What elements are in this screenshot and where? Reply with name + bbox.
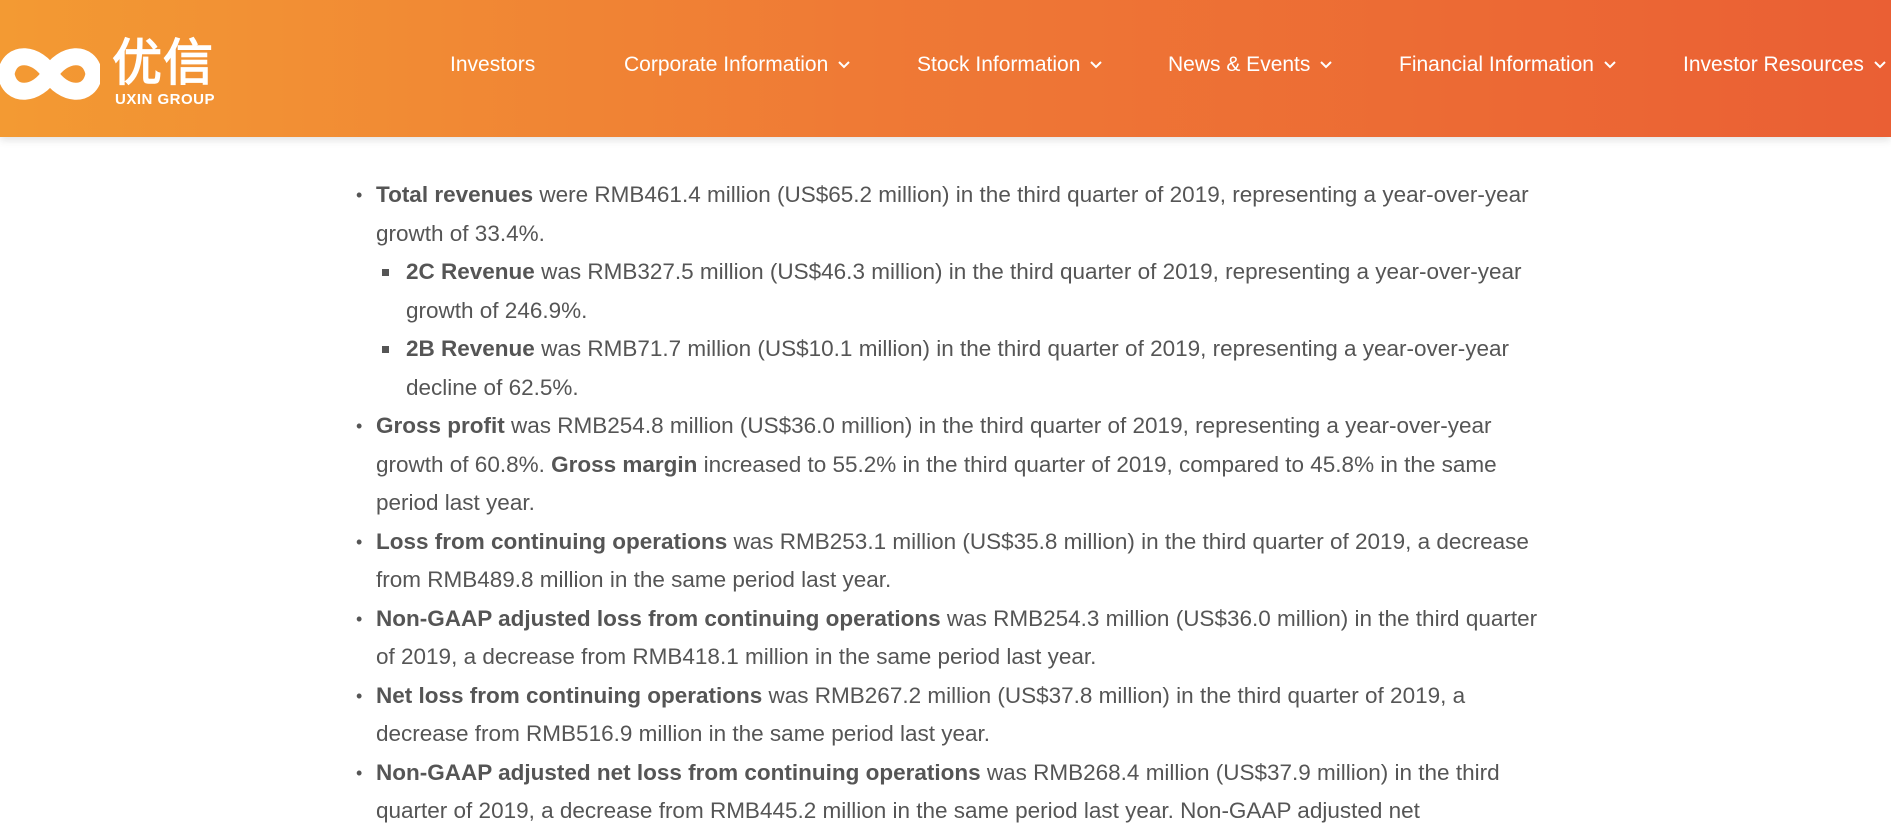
chevron-down-icon (1320, 61, 1333, 69)
list-item-nongaap-net-loss: Non-GAAP adjusted net loss from continui… (356, 754, 1546, 831)
nav-news-events[interactable]: News & Events (1168, 50, 1333, 80)
gross-profit-heading: Gross profit (376, 413, 505, 438)
list-item-loss-continuing: Loss from continuing operations was RMB2… (356, 523, 1546, 600)
nav-financial-information[interactable]: Financial Information (1399, 50, 1616, 80)
list-item-2b-revenue: 2B Revenue was RMB71.7 million (US$10.1 … (376, 330, 1546, 407)
list-item-nongaap-loss: Non-GAAP adjusted loss from continuing o… (356, 600, 1546, 677)
logo-mark-icon (0, 48, 100, 100)
highlights-list: Total revenues were RMB461.4 million (US… (356, 176, 1546, 831)
main-nav: Investors Corporate Information Stock In… (0, 0, 1891, 137)
nav-news-events-label: News & Events (1168, 53, 1311, 76)
gross-margin-heading: Gross margin (551, 451, 698, 477)
list-item-total-revenues: Total revenues were RMB461.4 million (US… (356, 176, 1546, 407)
revenue-sublist: 2C Revenue was RMB327.5 million (US$46.3… (376, 253, 1546, 407)
net-loss-heading: Net loss from continuing operations (376, 682, 763, 708)
nongaap-net-loss-heading: Non-GAAP adjusted net loss from continui… (376, 759, 981, 785)
list-item-gross-profit: Gross profit was RMB254.8 million (US$36… (356, 407, 1546, 523)
net-loss-text: was RMB267.2 million (US$37.8 million) i… (376, 682, 1466, 747)
nongaap-net-loss-text: was RMB268.4 million (US$37.9 million) i… (376, 759, 1500, 824)
logo-english-text: UXIN GROUP (115, 91, 216, 108)
nav-financial-information-label: Financial Information (1399, 53, 1594, 76)
nav-corporate-information[interactable]: Corporate Information (624, 50, 850, 80)
chevron-down-icon (1604, 61, 1616, 69)
uxin-logo[interactable]: 优信 UXIN GROUP (0, 35, 230, 109)
nongaap-loss-heading: Non-GAAP adjusted loss from continuing o… (376, 605, 941, 631)
nongaap-loss-text: was RMB254.3 million (US$36.0 million) i… (376, 605, 1538, 670)
2c-revenue-heading: 2C Revenue (406, 259, 535, 284)
list-item-2c-revenue: 2C Revenue was RMB327.5 million (US$46.3… (376, 253, 1546, 330)
gross-margin-text: increased to 55.2% in the third quarter … (376, 451, 1497, 516)
nav-investor-resources[interactable]: Investor Resources (1683, 50, 1886, 80)
total-revenues-text: were RMB461.4 million (US$65.2 million) … (376, 182, 1529, 246)
gross-profit-text: was RMB254.8 million (US$36.0 million) i… (376, 413, 1492, 477)
loss-continuing-heading: Loss from continuing operations (376, 528, 728, 554)
chevron-down-icon (1874, 61, 1886, 69)
site-header: 优信 UXIN GROUP Investors Corporate Inform… (0, 0, 1891, 137)
chevron-down-icon (838, 61, 850, 69)
2b-revenue-heading: 2B Revenue (406, 336, 535, 361)
nav-stock-information[interactable]: Stock Information (917, 50, 1103, 80)
nav-corporate-information-label: Corporate Information (624, 53, 829, 76)
nav-investors[interactable]: Investors (450, 50, 535, 80)
highlights-content: Total revenues were RMB461.4 million (US… (356, 176, 1546, 831)
chevron-down-icon (1090, 61, 1103, 69)
loss-continuing-text: was RMB253.1 million (US$35.8 million) i… (376, 528, 1529, 593)
logo-chinese-text: 优信 (112, 34, 214, 92)
nav-stock-information-label: Stock Information (917, 53, 1081, 76)
nav-investors-label: Investors (450, 53, 536, 76)
2b-revenue-text: was RMB71.7 million (US$10.1 million) in… (406, 336, 1510, 400)
total-revenues-heading: Total revenues (376, 182, 534, 207)
nav-investor-resources-label: Investor Resources (1683, 53, 1864, 76)
list-item-net-loss: Net loss from continuing operations was … (356, 677, 1546, 754)
2c-revenue-text: was RMB327.5 million (US$46.3 million) i… (406, 259, 1522, 323)
